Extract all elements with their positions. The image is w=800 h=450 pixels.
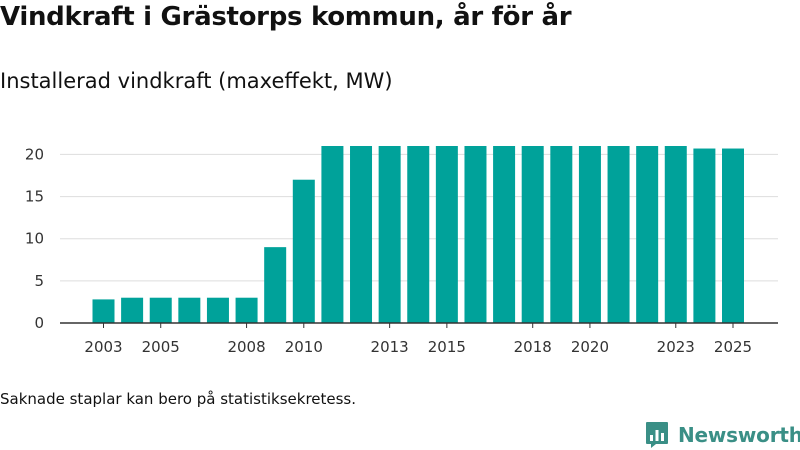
- x-tick-label: 2005: [142, 338, 180, 356]
- chart-title: Vindkraft i Grästorps kommun, år för år: [0, 2, 572, 32]
- y-tick-label: 0: [34, 314, 44, 332]
- x-tick-label: 2025: [714, 338, 752, 356]
- bar-2011[interactable]: [321, 146, 344, 323]
- bar-2014[interactable]: [407, 146, 430, 323]
- x-tick-label: 2010: [285, 338, 323, 356]
- bar-2005[interactable]: [149, 297, 172, 323]
- x-tick-label: 2023: [657, 338, 695, 356]
- bar-2004[interactable]: [121, 297, 144, 323]
- y-tick-label: 10: [25, 230, 44, 248]
- bar-2022[interactable]: [636, 146, 659, 323]
- bar-2012[interactable]: [350, 146, 373, 323]
- bar-2019[interactable]: [550, 146, 573, 323]
- bar-2013[interactable]: [378, 146, 401, 323]
- y-tick-label: 5: [34, 272, 44, 290]
- bar-2020[interactable]: [578, 146, 601, 323]
- bar-2006[interactable]: [178, 297, 201, 323]
- bar-2010[interactable]: [292, 179, 315, 323]
- x-tick-label: 2003: [84, 338, 122, 356]
- x-tick-label: 2018: [514, 338, 552, 356]
- bar-2025[interactable]: [722, 148, 744, 323]
- bar-2017[interactable]: [493, 146, 516, 323]
- y-tick-label: 15: [25, 188, 44, 206]
- y-tick-label: 20: [25, 145, 44, 163]
- x-tick-label: 2013: [371, 338, 409, 356]
- x-tick-label: 2020: [571, 338, 609, 356]
- bar-2016[interactable]: [464, 146, 487, 323]
- bar-2018[interactable]: [521, 146, 544, 323]
- x-tick-label: 2015: [428, 338, 466, 356]
- bar-chart: 0 5 10 15 20 2003 2005 2008 2010 2013 2015 2018 2020…: [25, 145, 778, 356]
- bar-2015[interactable]: [435, 146, 458, 323]
- brand-logo[interactable]: Newsworthy: [645, 420, 800, 450]
- bar-2024[interactable]: [693, 148, 716, 323]
- brand-name: Newsworthy: [678, 423, 800, 447]
- newsworthy-logo-icon: [646, 422, 668, 448]
- x-tick-label: 2008: [227, 338, 265, 356]
- bar-2003[interactable]: [92, 299, 115, 323]
- footnote: Saknade staplar kan bero på statistiksek…: [0, 390, 357, 408]
- bar-2009[interactable]: [264, 247, 287, 323]
- bar-2023[interactable]: [664, 146, 687, 323]
- bar-2007[interactable]: [206, 297, 229, 323]
- bar-2008[interactable]: [235, 297, 258, 323]
- bar-2021[interactable]: [607, 146, 630, 323]
- chart-subtitle: Installerad vindkraft (maxeffekt, MW): [0, 69, 393, 93]
